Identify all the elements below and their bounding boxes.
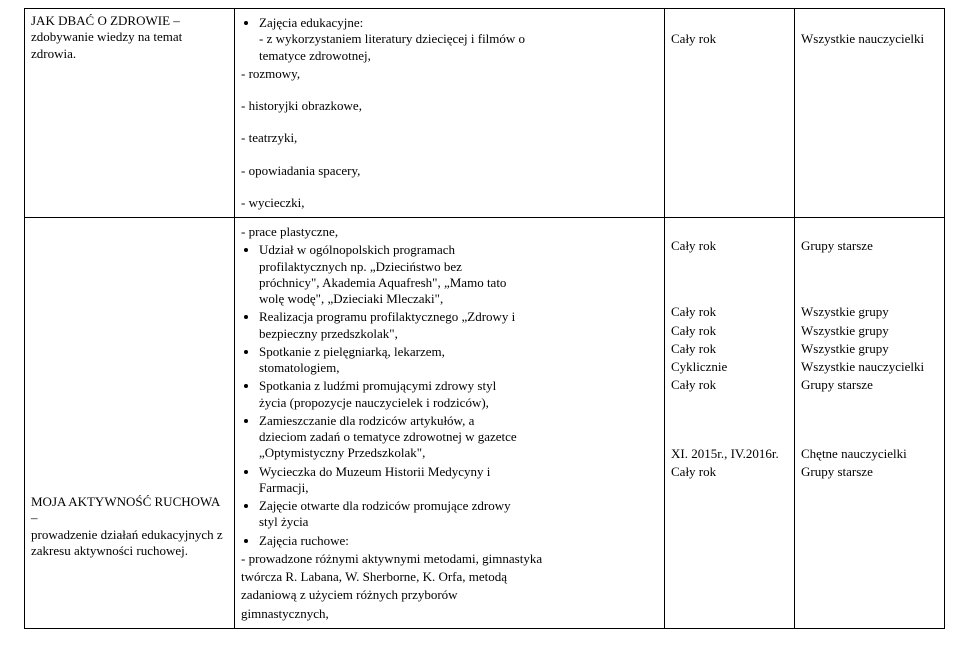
- bullet-list: Zajęcia edukacyjne: - z wykorzystaniem l…: [259, 15, 658, 64]
- cell-topic: MOJA AKTYWNOŚĆ RUCHOWA – prowadzenie dzi…: [25, 218, 235, 629]
- list-item: Realizacja programu profilaktycznego „Zd…: [259, 309, 658, 342]
- cell-responsible: Grupy starsze Wszystkie grupy Wszystkie …: [795, 218, 945, 629]
- bullet-sub: - z wykorzystaniem literatury dziecięcej…: [259, 31, 525, 46]
- period-value: Cały rok: [671, 304, 788, 320]
- responsible-value: Grupy starsze: [801, 377, 938, 393]
- dash-list: - rozmowy, - historyjki obrazkowe, - tea…: [241, 66, 658, 211]
- responsible-value: Wszystkie grupy: [801, 323, 938, 339]
- period-value: Cały rok: [671, 377, 788, 393]
- responsible-value: Grupy starsze: [801, 464, 938, 480]
- table-row: MOJA AKTYWNOŚĆ RUCHOWA – prowadzenie dzi…: [25, 218, 945, 629]
- dash-item: - prace plastyczne,: [241, 224, 658, 240]
- cell-period: Cały rok Cały rok Cały rok Cały rok Cykl…: [665, 218, 795, 629]
- content-table: JAK DBAĆ O ZDROWIE – zdobywanie wiedzy n…: [24, 8, 945, 629]
- period-value: Cały rok: [671, 323, 788, 339]
- topic-line: JAK DBAĆ O ZDROWIE –: [31, 13, 228, 29]
- dash-item: - opowiadania spacery,: [241, 163, 658, 179]
- responsible-value: Wszystkie grupy: [801, 341, 938, 357]
- list-item: Udział w ogólnopolskich programach profi…: [259, 242, 658, 307]
- dash-item: - teatrzyki,: [241, 130, 658, 146]
- responsible-list: Grupy starsze Wszystkie grupy Wszystkie …: [801, 238, 938, 480]
- responsible-value: Wszystkie grupy: [801, 304, 938, 320]
- dash-item: - rozmowy,: [241, 66, 658, 82]
- bullet-list: Udział w ogólnopolskich programach profi…: [259, 242, 658, 549]
- responsible-value: Grupy starsze: [801, 238, 938, 254]
- list-item: Zajęcia ruchowe:: [259, 533, 658, 549]
- responsible-value: Wszystkie nauczycielki: [801, 31, 938, 47]
- bullet-lead: Zajęcia edukacyjne:: [259, 15, 363, 30]
- responsible-value: Wszystkie nauczycielki: [801, 359, 938, 375]
- list-item: Zajęcia edukacyjne: - z wykorzystaniem l…: [259, 15, 658, 64]
- document-page: JAK DBAĆ O ZDROWIE – zdobywanie wiedzy n…: [0, 0, 960, 648]
- table-row: JAK DBAĆ O ZDROWIE – zdobywanie wiedzy n…: [25, 9, 945, 218]
- period-value: Cały rok: [671, 464, 788, 480]
- topic-line: MOJA AKTYWNOŚĆ RUCHOWA –: [31, 494, 228, 527]
- period-value: XI. 2015r., IV.2016r.: [671, 446, 788, 462]
- period-value: Cyklicznie: [671, 359, 788, 375]
- cell-activities: - prace plastyczne, Udział w ogólnopolsk…: [235, 218, 665, 629]
- list-item: Zamieszczanie dla rodziców artykułów, a …: [259, 413, 658, 462]
- topic-line: zakresu aktywności ruchowej.: [31, 543, 228, 559]
- period-value: Cały rok: [671, 31, 788, 47]
- period-list: Cały rok Cały rok Cały rok Cały rok Cykl…: [671, 238, 788, 480]
- list-item: Zajęcie otwarte dla rodziców promujące z…: [259, 498, 658, 531]
- list-item: Spotkania z ludźmi promującymi zdrowy st…: [259, 378, 658, 411]
- dash-item: - historyjki obrazkowe,: [241, 98, 658, 114]
- responsible-value: Chętne nauczycielki: [801, 446, 938, 462]
- dash-item: - wycieczki,: [241, 195, 658, 211]
- list-item: Spotkanie z pielęgniarką, lekarzem, stom…: [259, 344, 658, 377]
- sub-text: - prowadzone różnymi aktywnymi metodami,…: [241, 551, 658, 622]
- cell-period: Cały rok: [665, 9, 795, 218]
- list-item: Wycieczka do Muzeum Historii Medycyny i …: [259, 464, 658, 497]
- cell-activities: Zajęcia edukacyjne: - z wykorzystaniem l…: [235, 9, 665, 218]
- period-value: Cały rok: [671, 341, 788, 357]
- topic-line: prowadzenie działań edukacyjnych z: [31, 527, 228, 543]
- bullet-sub: tematyce zdrowotnej,: [259, 48, 371, 63]
- topic-line: zdobywanie wiedzy na temat zdrowia.: [31, 29, 228, 62]
- cell-topic: JAK DBAĆ O ZDROWIE – zdobywanie wiedzy n…: [25, 9, 235, 218]
- period-value: Cały rok: [671, 238, 788, 254]
- cell-responsible: Wszystkie nauczycielki: [795, 9, 945, 218]
